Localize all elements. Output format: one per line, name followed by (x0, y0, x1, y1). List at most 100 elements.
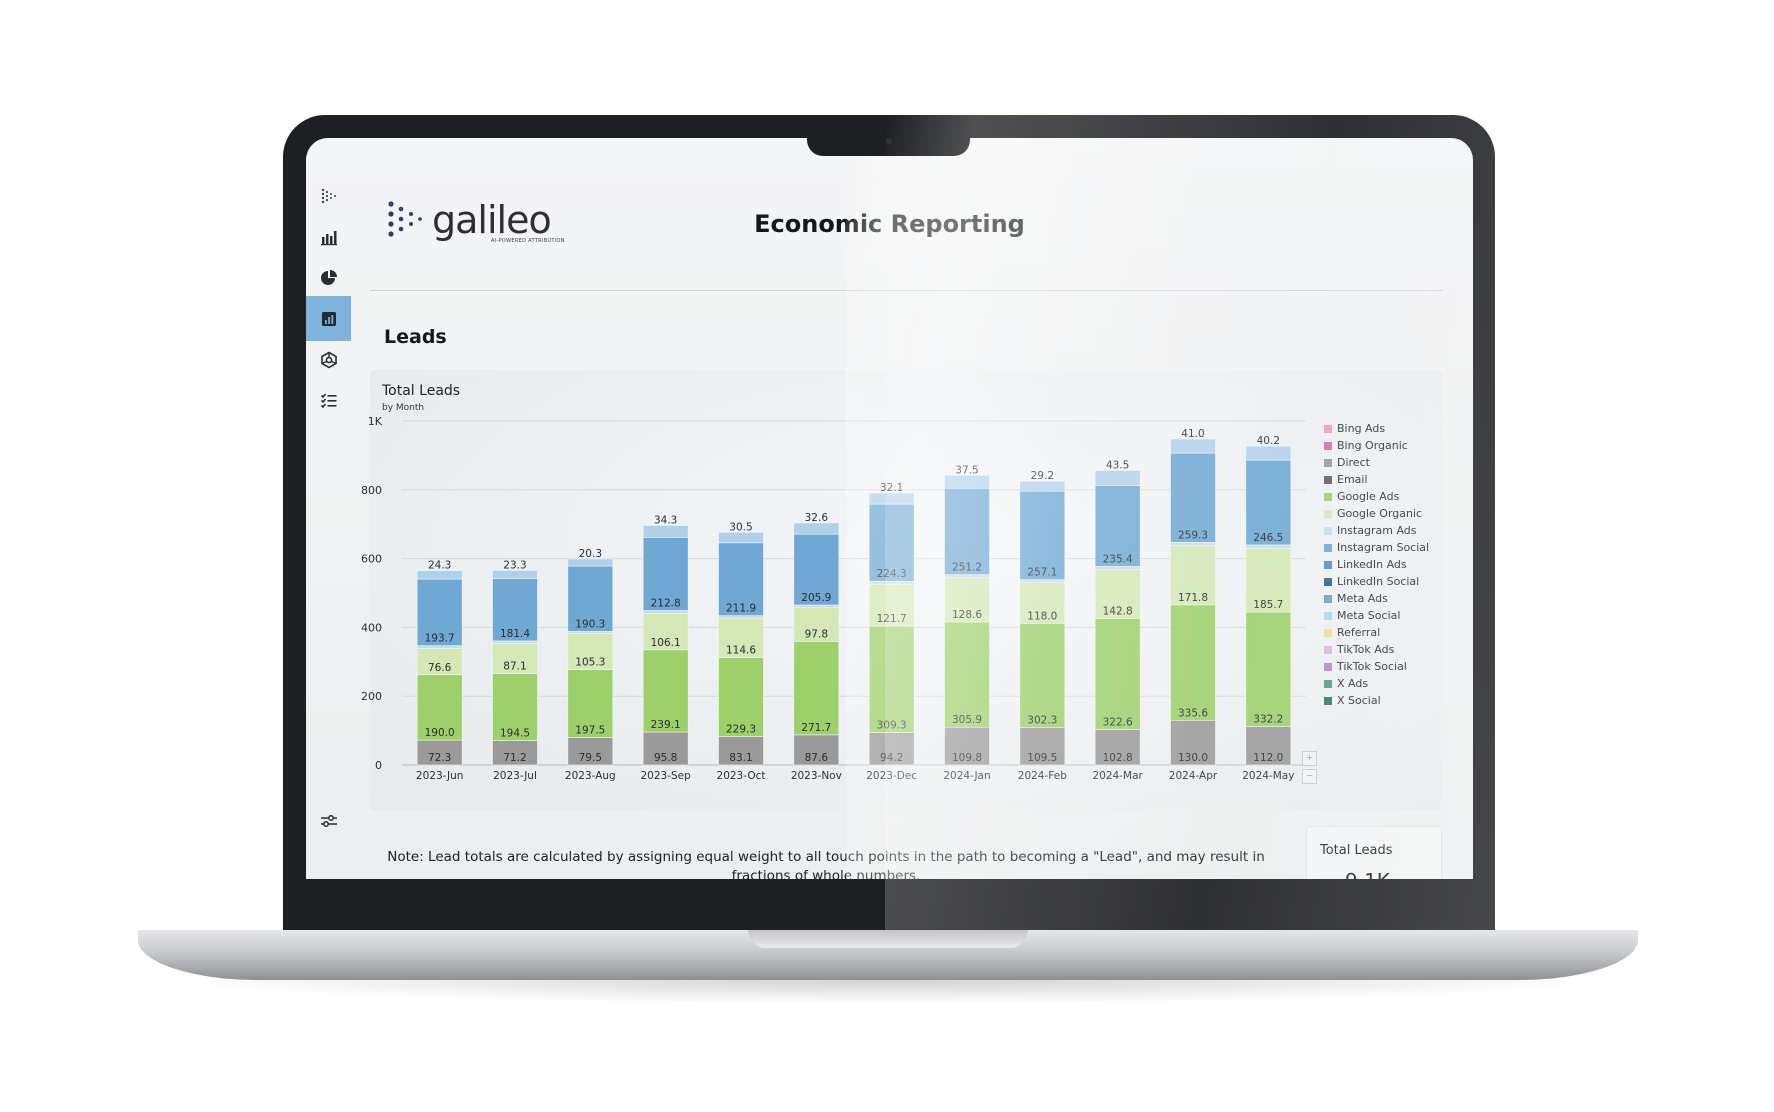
data-label: 79.5 (579, 752, 602, 764)
legend-label: Bing Organic (1337, 439, 1408, 452)
legend-item[interactable]: LinkedIn Ads (1324, 556, 1429, 573)
data-label: 190.3 (575, 618, 605, 630)
total-leads-card[interactable]: Total Leads 9.1K (1306, 826, 1442, 879)
data-label: 257.1 (1027, 567, 1057, 579)
legend-label: X Ads (1337, 677, 1369, 690)
legend-label: Instagram Ads (1337, 524, 1417, 537)
legend-label: Google Organic (1337, 507, 1423, 520)
bar-segment (793, 641, 840, 736)
sidebar-item-economic-reporting[interactable] (306, 296, 351, 341)
legend-item[interactable]: Instagram Social (1324, 539, 1429, 556)
galileo-logo[interactable]: galileo (386, 198, 552, 242)
bar-segment (1094, 566, 1141, 570)
x-tick-label: 2023-Sep (641, 770, 692, 782)
x-tick-label: 2023-Dec (866, 770, 917, 782)
x-tick-label: 2023-Jun (416, 770, 464, 782)
data-label: 105.3 (575, 657, 605, 669)
data-label: 235.4 (1103, 553, 1133, 565)
sidebar-item-integrations[interactable] (306, 337, 351, 382)
data-label: 114.6 (726, 645, 756, 657)
sidebar-item-home[interactable] (306, 173, 351, 218)
bar-segment (944, 726, 990, 766)
sidebar-item-tasks[interactable] (306, 378, 351, 423)
legend-item[interactable]: Bing Organic (1324, 437, 1429, 454)
bar-segment (416, 570, 463, 580)
sidebar-item-performance[interactable] (306, 214, 351, 259)
x-tick-label: 2023-Oct (717, 770, 766, 782)
legend-swatch (1324, 424, 1332, 433)
legend-label: Meta Social (1337, 609, 1401, 622)
bar-segment (416, 648, 463, 676)
bar-segment (1245, 459, 1292, 546)
legend-item[interactable]: Email (1324, 471, 1429, 488)
legend-item[interactable]: Google Ads (1324, 488, 1429, 505)
bar-segment (1094, 569, 1141, 619)
data-label: 94.2 (880, 752, 903, 764)
legend-item[interactable]: X Ads (1324, 675, 1429, 692)
bar-segment (567, 737, 614, 766)
data-label: 322.6 (1103, 717, 1133, 729)
bar-segment (1245, 544, 1292, 549)
sliders-icon (320, 815, 337, 827)
data-label: 102.8 (1103, 752, 1133, 764)
legend-item[interactable]: Meta Social (1324, 607, 1429, 624)
legend-label: Email (1337, 473, 1368, 486)
data-label: 29.2 (1031, 470, 1054, 482)
bar-segment (1019, 727, 1066, 766)
bar-segment (1019, 623, 1066, 728)
legend-item[interactable]: LinkedIn Social (1324, 573, 1429, 590)
report-icon (321, 311, 336, 326)
data-label: 76.6 (428, 662, 452, 674)
zoom-in-button[interactable]: + (1302, 751, 1317, 766)
x-tick-label: 2024-Jan (943, 770, 990, 782)
bar-segment (567, 631, 614, 634)
bar-segment (793, 734, 840, 766)
legend-item[interactable]: Meta Ads (1324, 590, 1429, 607)
bar-segment (718, 736, 764, 766)
leads-stacked-bar-chart: 0 200 400 600 800 1K 72.3 190.0 76.6 193.7 24.3 202… (361, 415, 1306, 782)
legend-item[interactable]: Google Organic (1324, 505, 1429, 522)
legend-label: Direct (1337, 456, 1370, 469)
bar-segment (868, 625, 915, 733)
legend-item[interactable]: TikTok Social (1324, 658, 1429, 675)
bar-segment (567, 558, 614, 567)
data-label: 212.8 (651, 598, 681, 610)
legend-item[interactable]: X Social (1324, 692, 1429, 709)
laptop-shadow (160, 980, 1616, 1004)
x-tick-label: 2024-May (1242, 770, 1294, 782)
data-label: 24.3 (428, 560, 451, 572)
bar-segment (1170, 719, 1216, 766)
legend-swatch (1324, 458, 1332, 467)
sidebar-item-attribution[interactable] (306, 255, 351, 300)
camera-notch (807, 134, 970, 156)
legend-item[interactable]: Instagram Ads (1324, 522, 1429, 539)
bar-segment (567, 633, 614, 671)
legend-item[interactable]: TikTok Ads (1324, 641, 1429, 658)
data-label: 190.0 (425, 727, 455, 739)
page-title: Economic Reporting (754, 210, 1025, 238)
data-label: 181.4 (500, 628, 530, 640)
bar-segment (944, 577, 990, 623)
bar-segment (642, 649, 689, 733)
bar-segment (868, 584, 915, 627)
data-label: 87.1 (503, 661, 526, 673)
legend-item[interactable]: Referral (1324, 624, 1429, 641)
data-label: 118.0 (1027, 610, 1057, 622)
bar-segment (1094, 485, 1141, 567)
x-tick-label: 2023-Jul (493, 770, 537, 782)
bar-segment (1019, 582, 1066, 624)
bar-segment (492, 673, 538, 741)
legend-label: Instagram Social (1337, 541, 1430, 554)
legend-label: X Social (1337, 694, 1381, 707)
data-label: 40.2 (1257, 435, 1280, 447)
y-tick-label: 800 (361, 484, 382, 497)
data-label: 185.7 (1253, 599, 1283, 611)
legend-item[interactable]: Direct (1324, 454, 1429, 471)
bar-segment (416, 674, 463, 741)
legend-swatch (1324, 611, 1332, 620)
sidebar-settings-button[interactable] (306, 806, 351, 836)
legend-item[interactable]: Bing Ads (1324, 420, 1429, 437)
zoom-out-button[interactable]: − (1302, 769, 1317, 784)
bar-segment (718, 542, 764, 617)
bar-segment (944, 574, 990, 579)
